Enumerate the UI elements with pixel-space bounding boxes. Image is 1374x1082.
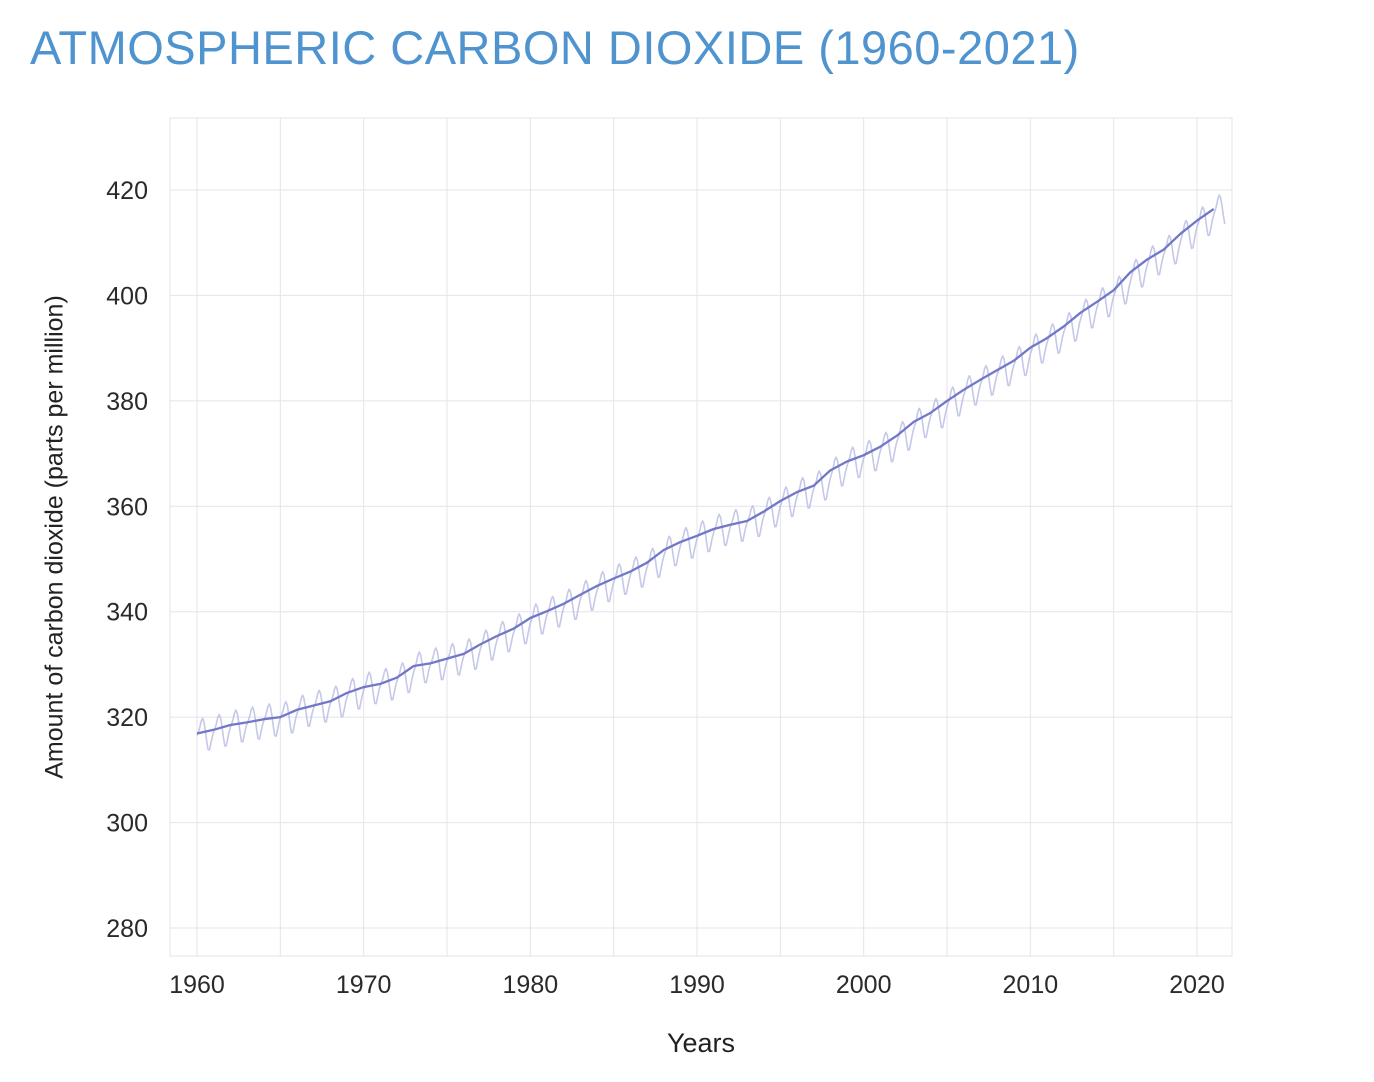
chart-title: ATMOSPHERIC CARBON DIOXIDE (1960-2021) <box>30 21 1080 74</box>
x-tick-label: 2020 <box>1169 971 1225 999</box>
x-tick-label: 1990 <box>669 971 725 999</box>
y-tick-label: 420 <box>106 177 148 205</box>
x-tick-label: 1980 <box>503 971 559 999</box>
y-tick-label: 300 <box>106 810 148 838</box>
seasonal-co2-line <box>196 194 1226 751</box>
x-axis-label: Years <box>666 1028 736 1058</box>
x-tick-label: 1970 <box>336 971 392 999</box>
trend-co2-line <box>196 208 1215 735</box>
x-tick-label: 1960 <box>169 971 225 999</box>
y-axis-label: Amount of carbon dioxide (parts per mill… <box>40 295 69 779</box>
x-tick-label: 2000 <box>836 971 892 999</box>
y-tick-label: 400 <box>106 282 148 310</box>
y-tick-label: 340 <box>106 599 148 627</box>
plot-border <box>169 117 1233 957</box>
y-tick-label: 380 <box>106 388 148 416</box>
y-tick-label: 360 <box>106 493 148 521</box>
y-tick-label: 280 <box>106 915 148 943</box>
x-tick-label: 2010 <box>1003 971 1059 999</box>
y-tick-label: 320 <box>106 704 148 732</box>
